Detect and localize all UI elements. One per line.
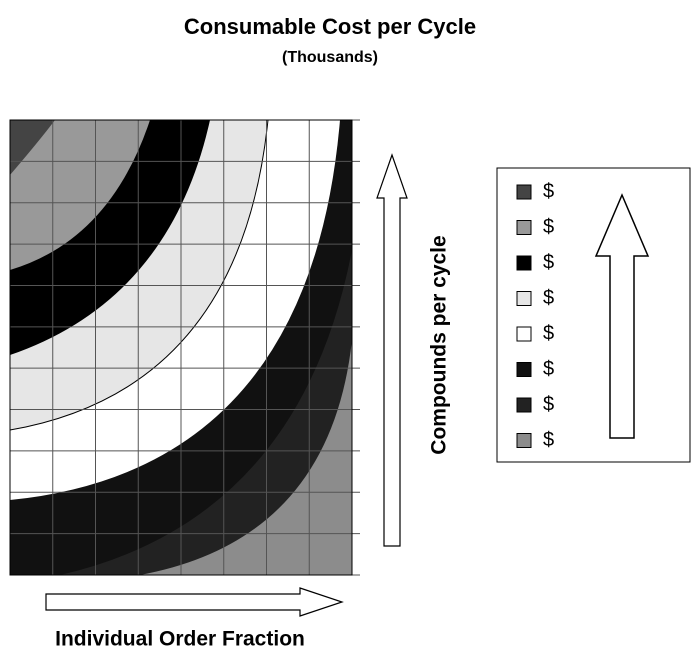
legend-swatch [516,326,532,342]
legend-swatch [516,397,532,413]
legend: $ $ $ $ $ $ $ $ [516,180,554,451]
legend-label: $ [543,393,554,415]
plot-frame [9,119,353,576]
x-axis-label: Individual Order Fraction [55,628,305,651]
legend-label: $ [543,429,554,451]
legend-swatch [516,184,532,200]
legend-swatch [516,291,532,306]
legend-label: $ [543,287,554,309]
legend-arrow [594,193,650,439]
legend-label: $ [543,322,554,344]
legend-label: $ [543,180,554,202]
legend-swatch [516,220,532,235]
legend-swatch [516,362,532,377]
legend-box [496,167,691,463]
contour-band [10,120,150,270]
y-arrow [376,153,408,547]
legend-label: $ [543,251,554,273]
legend-label: $ [543,216,554,238]
x-arrow [45,587,344,617]
chart-title: Consumable Cost per Cycle [184,14,476,39]
plot-area [9,119,360,576]
chart-subtitle: (Thousands) [282,49,378,66]
legend-swatch [516,433,532,448]
legend-label: $ [543,358,554,380]
legend-swatch [516,255,532,271]
y-axis-label: Compounds per cycle [428,235,451,454]
